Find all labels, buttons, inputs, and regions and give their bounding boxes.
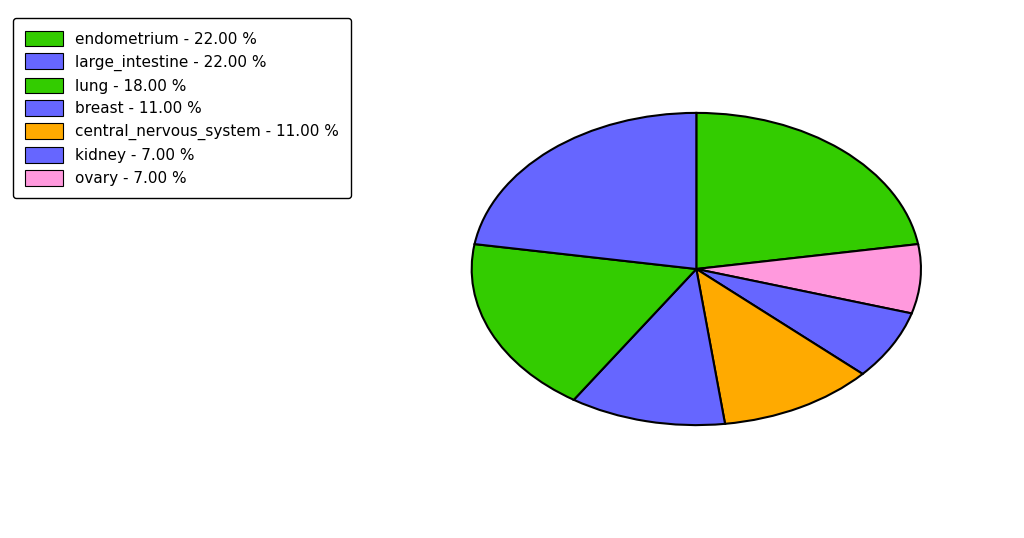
Wedge shape xyxy=(472,244,696,400)
Wedge shape xyxy=(696,269,862,424)
Wedge shape xyxy=(696,113,919,269)
Wedge shape xyxy=(573,269,725,425)
Wedge shape xyxy=(696,269,911,374)
Legend: endometrium - 22.00 %, large_intestine - 22.00 %, lung - 18.00 %, breast - 11.00: endometrium - 22.00 %, large_intestine -… xyxy=(12,18,351,199)
Wedge shape xyxy=(696,244,921,314)
Wedge shape xyxy=(474,113,696,269)
